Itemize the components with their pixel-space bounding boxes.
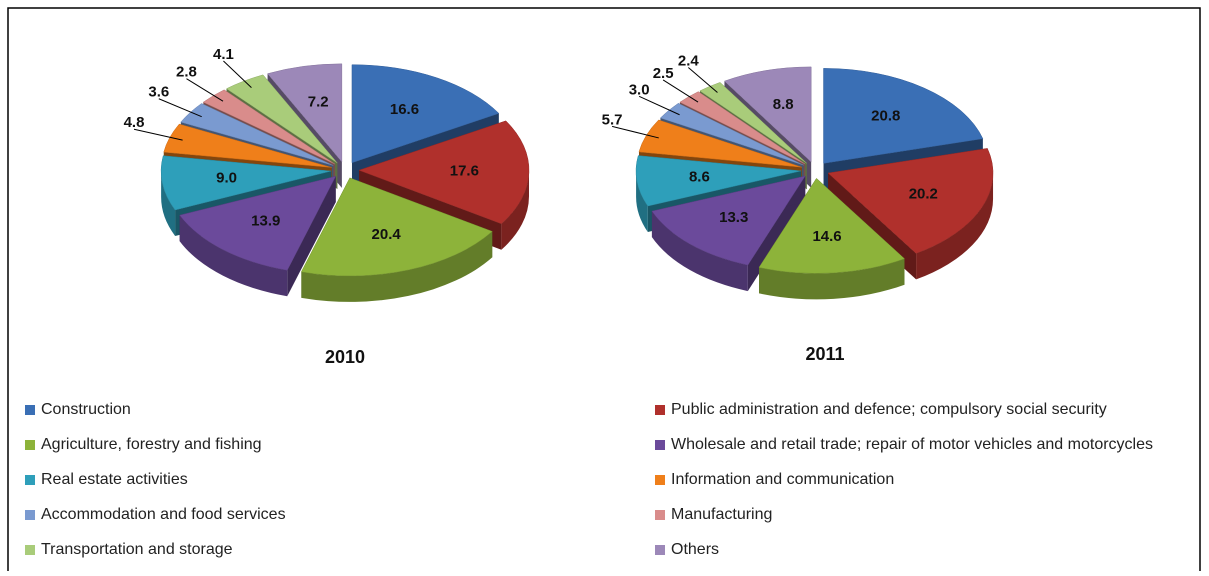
pie-title: 2010 <box>325 347 365 367</box>
data-label: 3.0 <box>629 81 650 98</box>
data-label: 9.0 <box>216 170 237 187</box>
legend-label: Real estate activities <box>41 471 188 488</box>
legend-swatch <box>25 475 35 485</box>
slice-top <box>651 175 806 266</box>
slice-top <box>163 123 332 168</box>
data-label: 7.2 <box>308 94 329 111</box>
legend-label: Agriculture, forestry and fishing <box>41 436 262 453</box>
legend-swatch <box>655 510 665 520</box>
slice-side <box>916 173 994 280</box>
data-label: 20.4 <box>372 226 402 243</box>
data-label: 20.2 <box>909 185 938 202</box>
data-label: 4.1 <box>213 46 234 63</box>
legend-swatch <box>25 440 35 450</box>
legend-label: Public administration and defence; compu… <box>671 401 1107 418</box>
data-label: 13.3 <box>719 209 748 226</box>
data-label: 2.5 <box>653 65 674 82</box>
slice-wall <box>287 176 336 297</box>
data-label: 2.4 <box>678 52 700 69</box>
slice-top <box>723 66 812 163</box>
legend-swatch <box>655 475 665 485</box>
leader-line <box>662 79 699 103</box>
slice-top <box>358 120 530 225</box>
slice-top <box>300 177 493 277</box>
data-label: 5.7 <box>602 111 623 128</box>
slice-top <box>179 175 337 271</box>
slice-top <box>635 155 802 207</box>
legend-label: Accommodation and food services <box>41 506 286 523</box>
pie-title: 2011 <box>805 344 844 364</box>
data-label: 2.8 <box>176 64 197 81</box>
slice <box>758 177 905 300</box>
data-label: 8.8 <box>773 96 794 113</box>
leader-line <box>186 78 224 102</box>
slice-top <box>758 177 905 274</box>
slice-side <box>651 211 748 292</box>
legend-label: Information and communication <box>671 471 894 488</box>
slice-side <box>501 170 529 250</box>
data-label: 16.6 <box>390 101 419 118</box>
data-label: 17.6 <box>450 163 479 180</box>
legend-label: Construction <box>41 401 131 418</box>
slice-top <box>823 68 984 164</box>
legend-swatch <box>25 510 35 520</box>
legend-swatch <box>25 405 35 415</box>
data-label: 3.6 <box>148 84 169 101</box>
slice-side <box>161 171 176 236</box>
legend-swatch <box>655 545 665 555</box>
data-label: 8.6 <box>689 168 710 185</box>
legend-swatch <box>655 440 665 450</box>
leader-line <box>223 60 252 88</box>
slice <box>651 175 806 292</box>
slice-top <box>160 155 332 211</box>
legend-label: Transportation and storage <box>41 541 233 558</box>
leader-line <box>611 125 659 139</box>
legend-label: Others <box>671 541 719 558</box>
legend-swatch <box>25 545 35 555</box>
frame <box>7 7 1201 576</box>
legend-label: Manufacturing <box>671 506 772 523</box>
data-label: 20.8 <box>871 108 900 125</box>
slice <box>179 175 337 297</box>
slice-top <box>351 64 500 164</box>
leader-line <box>638 95 680 116</box>
slice-top <box>267 63 343 163</box>
slice-top <box>827 148 994 254</box>
data-label: 4.8 <box>124 114 145 131</box>
legend-swatch <box>655 405 665 415</box>
leader-line <box>133 128 183 141</box>
slice-top <box>638 119 802 168</box>
slice-side <box>179 215 288 297</box>
data-label: 14.6 <box>812 228 841 245</box>
slice-side <box>301 231 493 302</box>
slice-side <box>636 170 648 233</box>
data-label: 13.9 <box>251 213 280 230</box>
legend-label: Wholesale and retail trade; repair of mo… <box>671 436 1153 453</box>
leader-line <box>158 98 202 118</box>
slice <box>300 177 493 302</box>
leader-line <box>688 67 718 93</box>
